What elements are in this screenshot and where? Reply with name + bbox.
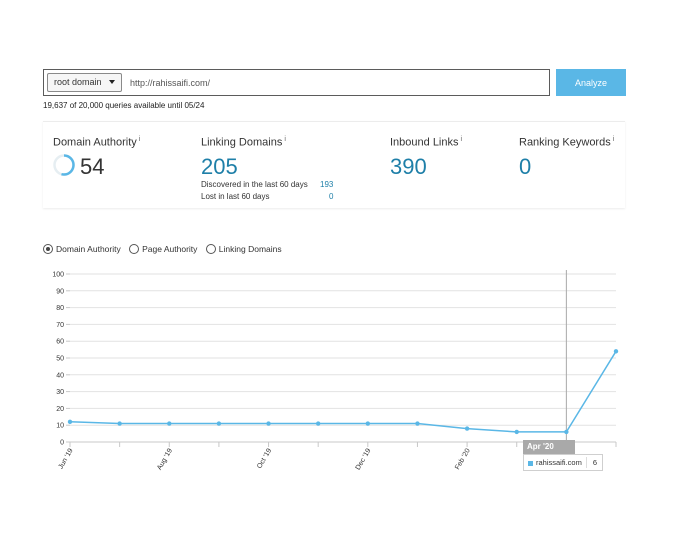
x-tick-label: Dec '19 [355, 447, 373, 471]
tooltip-value: 6 [592, 458, 597, 467]
lost-label: Lost in last 60 days [201, 192, 270, 201]
scope-dropdown[interactable]: root domain [47, 73, 122, 92]
tooltip-series-name: rahissaifi.com [536, 458, 582, 467]
y-tick-label: 100 [52, 272, 64, 279]
tooltip-date: Apr '20 [523, 440, 575, 454]
radio-label: Linking Domains [218, 243, 282, 254]
inbound-links-value: 390 [390, 154, 427, 179]
chart-tooltip: Apr '20 rahissaifi.com 6 [523, 440, 603, 471]
radio-unchecked-icon[interactable] [129, 243, 140, 254]
series-line [69, 350, 617, 433]
linking-domains-label: Linking Domains [201, 136, 283, 149]
series-swatch [528, 460, 533, 466]
y-tick-label: 20 [56, 406, 64, 413]
info-icon[interactable]: i [612, 136, 615, 143]
radio-page-authority[interactable]: Page Authority [129, 243, 197, 254]
y-tick-label: 60 [56, 339, 64, 346]
da-ring-icon [53, 154, 75, 176]
linking-domains-value: 205 [201, 154, 238, 179]
data-point [216, 421, 222, 426]
metric-label: Domain Authority i [53, 136, 140, 149]
lost-value: 0 [329, 192, 334, 201]
x-tick-label: Oct '19 [256, 447, 273, 470]
y-tick-label: 40 [56, 372, 64, 379]
y-tick-label: 50 [56, 356, 64, 363]
y-tick-label: 90 [56, 288, 64, 295]
data-point [315, 421, 321, 426]
info-icon[interactable]: i [460, 136, 463, 143]
info-icon[interactable]: i [284, 136, 286, 143]
scope-dropdown-label: root domain [54, 77, 102, 87]
metrics-card: Domain Authority i 54 Linking Domains i 20… [43, 121, 625, 208]
lost-row: Lost in last 60 days 0 [201, 192, 333, 201]
data-point [365, 421, 371, 426]
tooltip-divider [586, 457, 587, 468]
radio-domain-authority[interactable]: Domain Authority [43, 243, 121, 254]
discovered-value: 193 [320, 180, 334, 189]
y-tick-label: 80 [56, 305, 64, 312]
chevron-down-icon [109, 80, 115, 84]
data-point [564, 429, 569, 435]
ranking-keywords-value: 0 [519, 154, 532, 179]
y-tick-label: 70 [56, 322, 64, 329]
data-point [613, 349, 619, 354]
data-point [167, 421, 172, 426]
discovered-label: Discovered in the last 60 days [201, 180, 308, 189]
search-bar: root domain [43, 69, 550, 96]
metric-label: Inbound Links i [390, 136, 462, 149]
x-tick-label: Aug '19 [156, 447, 174, 471]
inbound-links-label: Inbound Links [390, 136, 459, 149]
domain-authority-value: 54 [80, 154, 105, 179]
data-point [117, 421, 122, 426]
discovered-row: Discovered in the last 60 days 193 [201, 180, 333, 189]
radio-checked-icon[interactable] [43, 243, 53, 254]
metric-radio-group: Domain Authority Page Authority Linking … [43, 243, 288, 254]
data-point [464, 426, 470, 431]
metric-label: Ranking Keywords i [519, 136, 614, 149]
radio-label: Page Authority [142, 243, 198, 254]
data-point [266, 421, 271, 426]
ranking-keywords-label: Ranking Keywords [519, 136, 611, 149]
domain-authority-label: Domain Authority [53, 136, 137, 149]
y-tick-label: 30 [56, 389, 64, 396]
tooltip-body: rahissaifi.com 6 [523, 454, 603, 471]
y-tick-label: 0 [60, 440, 64, 447]
x-tick-label: Feb '20 [454, 447, 472, 471]
quota-text: 19,637 of 20,000 queries available until… [43, 101, 205, 110]
data-point [514, 429, 519, 435]
x-tick-label: Jun '19 [57, 447, 74, 470]
data-point [415, 421, 420, 426]
data-point [67, 419, 73, 425]
y-tick-label: 10 [56, 423, 64, 430]
url-input[interactable] [130, 73, 530, 92]
info-icon[interactable]: i [138, 136, 141, 143]
radio-unchecked-icon[interactable] [205, 243, 216, 254]
radio-linking-domains[interactable]: Linking Domains [205, 243, 282, 254]
metric-label: Linking Domains i [201, 136, 286, 149]
radio-label: Domain Authority [56, 243, 121, 254]
analyze-button[interactable]: Analyze [556, 69, 626, 96]
